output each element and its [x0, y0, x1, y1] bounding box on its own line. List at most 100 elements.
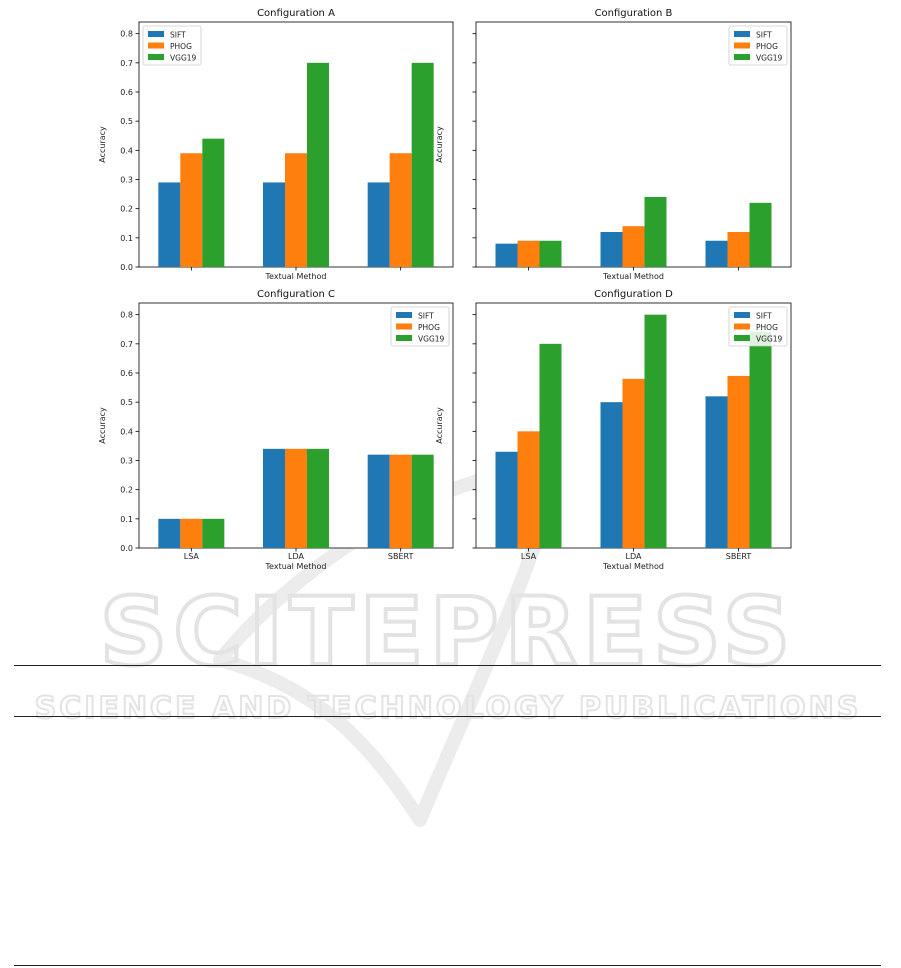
legend: SIFT PHOG VGG19: [728, 25, 788, 66]
y-tick-label: 0.1: [120, 234, 133, 243]
y-tick-label: 0.0: [120, 544, 133, 553]
bar-phog-lsa: [517, 431, 540, 548]
x-axis-title: Textual Method: [602, 562, 664, 571]
bar-vgg19-sbert: [411, 62, 434, 268]
legend-swatch: [396, 335, 412, 341]
legend-swatch: [734, 42, 750, 49]
y-tick-label: 0.8: [120, 30, 133, 39]
y-tick-label: 0.3: [120, 176, 133, 185]
legend-label: PHOG: [418, 323, 440, 332]
bar-vgg19-lda: [307, 448, 329, 548]
y-tick-label: 0.4: [120, 146, 133, 155]
y-tick-label: 0.2: [120, 486, 133, 495]
bar-phog-lda: [622, 226, 645, 267]
bar-vgg19-lsa: [539, 343, 562, 548]
legend-label: PHOG: [170, 42, 192, 51]
y-tick-label: 0.3: [120, 457, 133, 466]
bar-vgg19-lda: [307, 62, 329, 268]
bar-phog-sbert: [727, 232, 750, 267]
y-tick-label: 0.6: [120, 369, 133, 378]
legend-swatch: [148, 42, 164, 49]
y-axis-title: Accuracy: [435, 126, 444, 163]
bar-sift-sbert: [367, 454, 390, 548]
x-tick-label: SBERT: [388, 552, 414, 561]
legend-swatch: [734, 323, 750, 330]
legend-label: PHOG: [756, 323, 778, 332]
chart-panel-3: Configuration C 0.0 0.1 0.2 0.3 0.4 0.5 0.6 0.7 0…: [98, 289, 454, 571]
chart-title: Configuration B: [595, 8, 673, 19]
charts-grid: Configuration A 0.0 0.1 0.2 0.3 0.4 0.5 0.6 0.7 0…: [98, 8, 792, 571]
bar-phog-lsa: [517, 240, 540, 267]
bar-phog-lsa: [180, 153, 203, 267]
chart-title: Configuration C: [257, 289, 335, 300]
bar-sift-lsa: [158, 182, 181, 267]
legend-label: SIFT: [756, 31, 772, 40]
y-axis-title: Accuracy: [98, 126, 107, 163]
bar-vgg19-sbert: [749, 202, 772, 267]
legend-label: PHOG: [756, 42, 778, 51]
legend-label: SIFT: [756, 312, 772, 321]
legend: SIFT PHOG VGG19: [390, 306, 450, 347]
legend: SIFT PHOG VGG19: [728, 306, 788, 347]
y-tick-label: 0.4: [120, 427, 133, 436]
bar-phog-lsa: [180, 518, 203, 548]
bar-sift-lsa: [158, 518, 181, 548]
y-tick-label: 0.5: [120, 117, 133, 126]
bar-phog-lda: [622, 378, 645, 548]
legend-swatch: [148, 54, 164, 60]
y-tick-label: 0.8: [120, 311, 133, 320]
bar-phog-lda: [285, 448, 307, 548]
bar-sift-sbert: [705, 240, 728, 267]
watermark-main-text: SCITEPRESS: [100, 578, 797, 687]
y-axis-title: Accuracy: [98, 407, 107, 444]
x-tick-label: LSA: [184, 552, 200, 561]
bar-sift-lda: [600, 402, 623, 548]
legend-swatch: [734, 54, 750, 60]
legend-swatch: [148, 31, 164, 37]
x-axis-title: Textual Method: [602, 272, 664, 281]
watermark-sub-text: SCIENCE AND TECHNOLOGY PUBLICATIONS: [35, 691, 862, 726]
bar-vgg19-lsa: [202, 138, 225, 267]
y-tick-label: 0.2: [120, 205, 133, 214]
legend: SIFT PHOG VGG19: [142, 25, 202, 66]
legend-label: SIFT: [418, 312, 434, 321]
watermark: SCITEPRESS SCIENCE AND TECHNOLOGY PUBLIC…: [34, 462, 862, 827]
bar-vgg19-lsa: [539, 240, 562, 267]
chart-title: Configuration A: [257, 8, 335, 19]
bottom-rule: [14, 965, 881, 966]
bar-phog-lda: [285, 153, 307, 267]
bar-vgg19-lda: [644, 314, 667, 548]
bar-vgg19-sbert: [749, 332, 772, 548]
chart-panel-4: Configuration D Accuracy LSA LDA SBERT Textua…: [435, 289, 792, 571]
x-tick-label: LDA: [288, 552, 304, 561]
chart-panel-1: Configuration A 0.0 0.1 0.2 0.3 0.4 0.5 0.6 0.7 0…: [98, 8, 454, 281]
y-tick-label: 0.7: [120, 59, 133, 68]
middle-rule: [14, 716, 881, 717]
x-tick-label: SBERT: [726, 552, 752, 561]
y-tick-label: 0.7: [120, 340, 133, 349]
y-tick-label: 0.6: [120, 88, 133, 97]
bar-sift-sbert: [367, 182, 390, 267]
legend-swatch: [396, 312, 412, 318]
bar-phog-sbert: [727, 375, 750, 548]
chart-title: Configuration D: [594, 289, 673, 300]
bar-vgg19-lda: [644, 197, 667, 267]
legend-label: VGG19: [756, 335, 783, 344]
bar-vgg19-lsa: [202, 518, 225, 548]
bar-sift-lsa: [495, 243, 518, 267]
y-tick-label: 0.1: [120, 515, 133, 524]
x-axis-title: Textual Method: [265, 272, 327, 281]
y-axis-title: Accuracy: [435, 407, 444, 444]
x-axis-title: Textual Method: [265, 562, 327, 571]
bar-sift-lda: [263, 448, 285, 548]
bar-vgg19-sbert: [411, 454, 434, 548]
legend-swatch: [734, 31, 750, 37]
bar-sift-lda: [263, 182, 285, 267]
legend-label: VGG19: [418, 335, 445, 344]
x-tick-label: LDA: [626, 552, 642, 561]
y-tick-label: 0.0: [120, 263, 133, 272]
legend-swatch: [734, 335, 750, 341]
bar-phog-sbert: [389, 153, 412, 267]
y-tick-label: 0.5: [120, 398, 133, 407]
